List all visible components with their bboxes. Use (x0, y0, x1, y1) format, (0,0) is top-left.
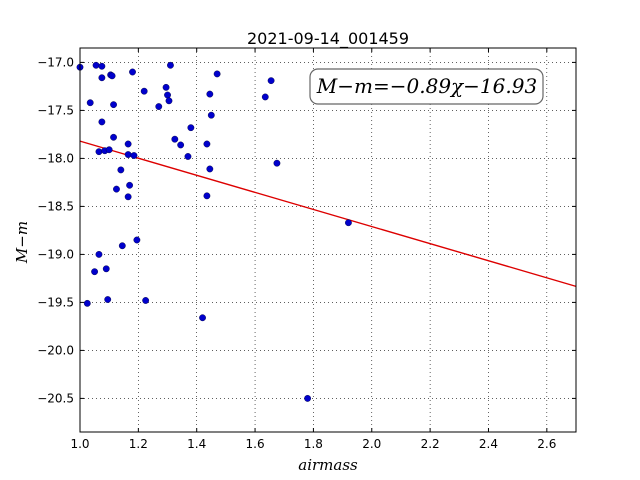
data-point (304, 394, 311, 402)
scatter-points (76, 61, 352, 402)
annotation-text: M−m=−0.89χ−16.93 (316, 74, 537, 98)
y-tick-label: −18.5 (37, 199, 74, 213)
data-point (267, 77, 275, 85)
chart-title: 2021-09-14_001459 (247, 29, 409, 49)
data-point (130, 152, 138, 159)
fit-line (79, 140, 577, 288)
x-tick-label: 1.2 (129, 437, 148, 451)
data-point (142, 297, 150, 304)
data-point (164, 91, 171, 99)
annotation-box (309, 68, 544, 105)
data-point (203, 140, 211, 148)
data-point (102, 265, 110, 273)
x-tick-label: 2.2 (421, 437, 440, 451)
x-tick-label: 1.6 (246, 437, 265, 451)
data-point (86, 99, 94, 107)
data-point (124, 140, 132, 148)
data-point (117, 166, 125, 174)
data-point (345, 219, 352, 227)
data-point (124, 193, 132, 201)
x-tick-label: 1.0 (70, 437, 89, 451)
data-point (165, 97, 173, 105)
data-point (199, 314, 206, 322)
data-point (91, 268, 98, 276)
x-tick-label: 1.4 (187, 437, 206, 451)
x-tick-labels: 1.0 1.2 1.4 1.6 1.8 2.0 2.2 2.4 2.6 (70, 437, 556, 451)
data-point (184, 153, 192, 160)
y-tick-label: −20.5 (37, 391, 74, 405)
data-point (207, 111, 215, 119)
y-tick-labels: −17.0 −17.5 −18.0 −18.5 −19.0 −19.5 −20.0 −20.5 (37, 55, 74, 405)
x-tick-label: 2.6 (537, 437, 556, 451)
y-axis-label: M−m (13, 221, 31, 264)
data-point (133, 236, 141, 244)
data-point (98, 62, 106, 70)
data-point (113, 185, 120, 193)
data-point (118, 242, 126, 250)
y-tick-label: −17.0 (37, 55, 74, 69)
data-point (155, 103, 163, 110)
data-point (129, 68, 136, 76)
data-point (105, 146, 113, 154)
grid-lines (79, 48, 576, 432)
data-point (203, 192, 211, 200)
data-point (95, 250, 103, 258)
data-point (261, 93, 269, 101)
data-point (273, 159, 281, 167)
data-point (171, 135, 179, 143)
data-point (95, 148, 103, 156)
axis-ticks (79, 48, 576, 432)
data-point (98, 74, 106, 82)
data-point (126, 181, 134, 189)
data-point (206, 90, 214, 98)
x-tick-label: 2.0 (362, 437, 381, 451)
data-point (92, 61, 100, 69)
data-point (206, 165, 214, 173)
data-point (162, 83, 170, 91)
x-tick-label: 2.4 (479, 437, 498, 451)
data-point (110, 133, 117, 141)
data-point (104, 296, 112, 303)
data-point (187, 124, 195, 132)
fit-equation-annotation: M−m=−0.89χ−16.93 (309, 68, 544, 105)
plot-area-frame (79, 47, 577, 433)
data-point (124, 151, 132, 158)
y-tick-label: −18.0 (37, 151, 74, 165)
data-point (213, 70, 221, 78)
data-point (83, 299, 91, 307)
data-point (140, 87, 148, 95)
y-tick-label: −20.0 (37, 343, 74, 357)
x-tick-label: 1.8 (304, 437, 323, 451)
data-point (98, 118, 106, 126)
data-point (177, 141, 185, 149)
data-point (110, 101, 117, 109)
y-tick-label: −19.5 (37, 295, 74, 309)
data-point (167, 61, 174, 69)
y-tick-label: −19.0 (37, 247, 74, 261)
y-tick-label: −17.5 (37, 103, 74, 117)
fit-line-layer (79, 140, 577, 288)
data-point (108, 72, 116, 80)
x-axis-label: airmass (298, 456, 358, 474)
